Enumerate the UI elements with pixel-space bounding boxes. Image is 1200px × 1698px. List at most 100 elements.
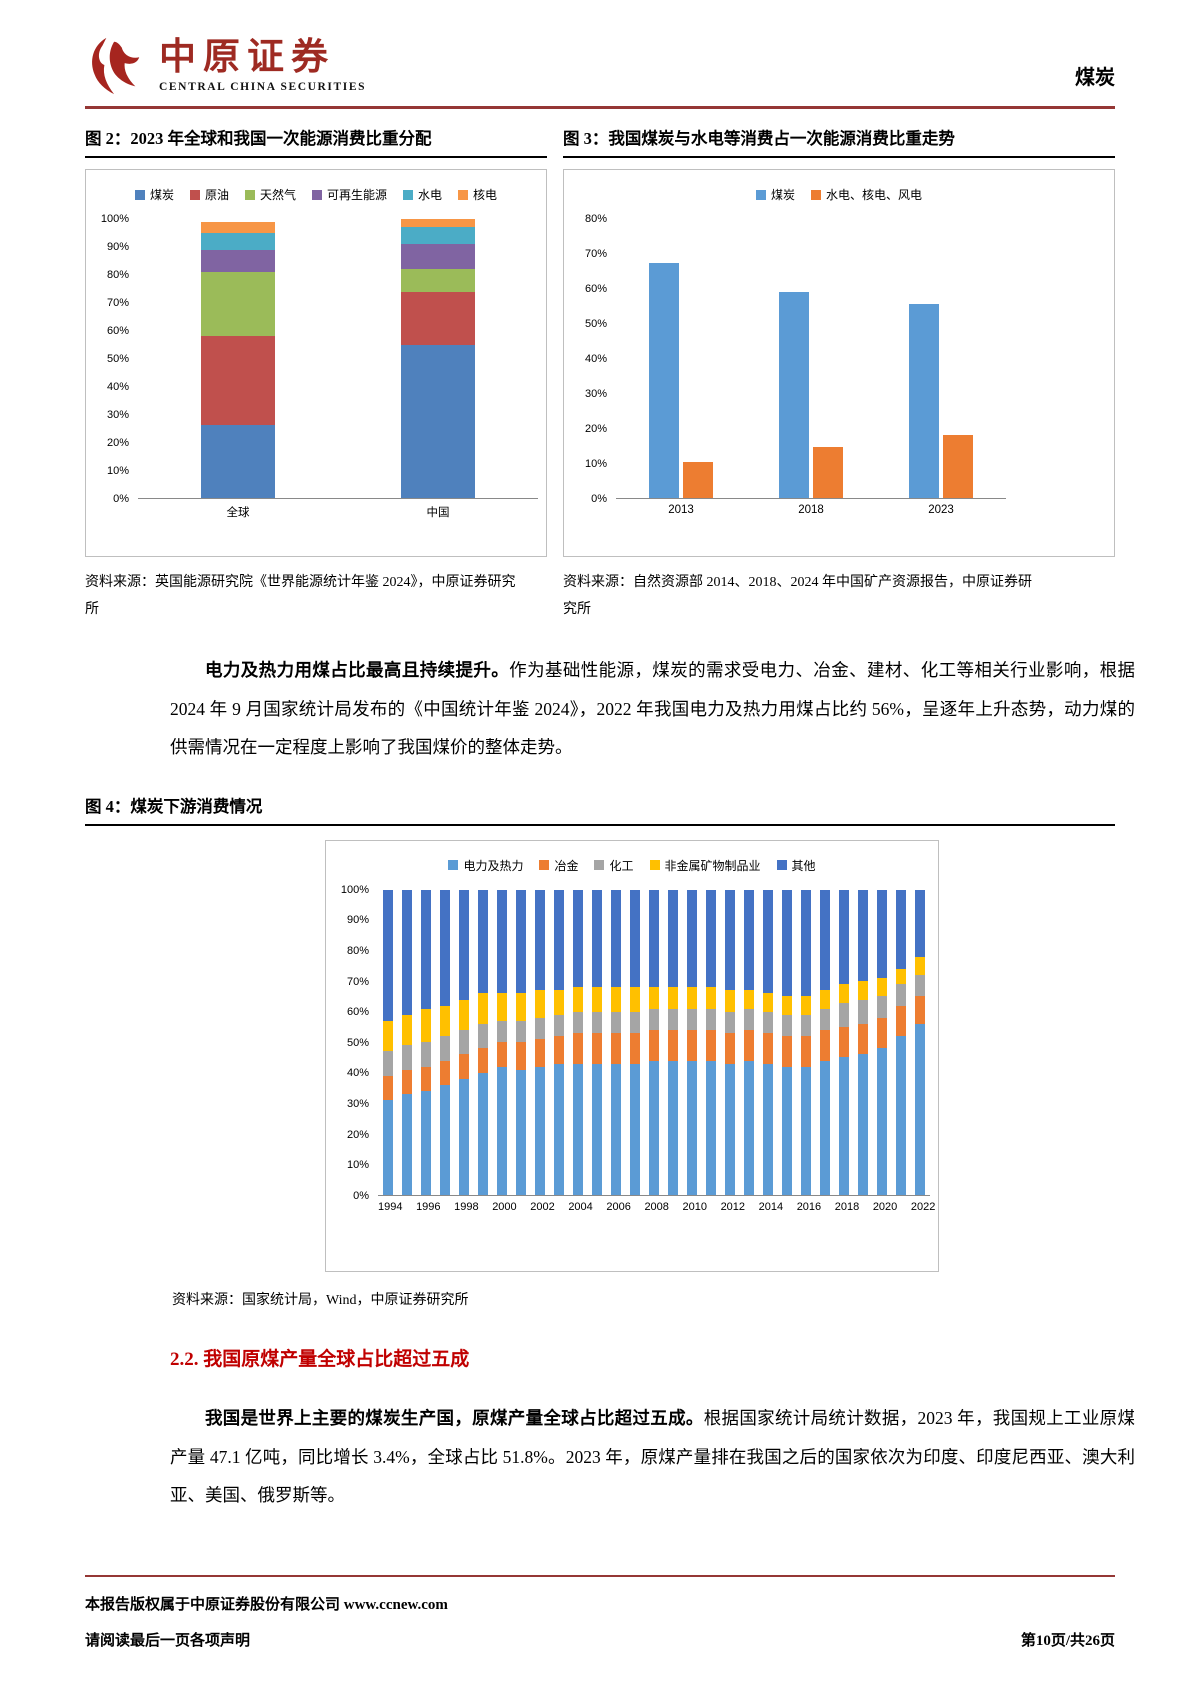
x-tick-label — [854, 1201, 873, 1213]
bar-segment — [591, 987, 602, 1012]
stacked-bar — [706, 889, 717, 1195]
bar-segment — [401, 889, 412, 1015]
bar-segment — [744, 1030, 755, 1061]
bar-segment — [382, 1051, 393, 1076]
stacked-bar — [629, 889, 640, 1195]
bar-segment — [782, 1014, 793, 1037]
bar-group — [587, 889, 606, 1195]
bar-segment — [420, 1091, 431, 1195]
x-tick-label — [511, 1201, 530, 1213]
bar — [779, 292, 809, 498]
legend-swatch — [244, 189, 255, 200]
bar-segment — [591, 889, 602, 988]
y-tick-label: 40% — [346, 1067, 369, 1080]
bar-segment — [687, 1030, 698, 1061]
stacked-bar — [744, 889, 755, 1195]
bar-segment — [201, 221, 275, 233]
bar-segment — [839, 1057, 850, 1195]
bar-segment — [401, 219, 475, 228]
bar-segment — [610, 1033, 621, 1064]
bar-group — [721, 889, 740, 1195]
x-axis: 2013 2018 2023 — [616, 504, 1006, 516]
x-tick-label — [587, 1201, 606, 1213]
bar-segment — [477, 1072, 488, 1195]
y-tick-label: 80% — [346, 944, 369, 957]
y-tick-label: 80% — [584, 213, 607, 225]
bar-group — [568, 889, 587, 1195]
y-tick-label: 40% — [106, 381, 129, 393]
x-tick-label: 2010 — [682, 1200, 707, 1213]
bar-group — [625, 889, 644, 1195]
bar-segment — [915, 956, 926, 976]
bar-segment — [572, 889, 583, 988]
bar-segment — [201, 425, 275, 498]
bar-segment — [706, 889, 717, 988]
x-tick-label: 全球 — [226, 507, 250, 519]
bar-segment — [496, 993, 507, 1021]
brand-name-cn: 中原证券 — [159, 37, 335, 79]
fig4-downstream-consumption-chart: 电力及热力 冶金 化工 非金属矿物制品业 其他 0% 10% 20% 30% 40% 50% 60%… — [334, 857, 936, 1213]
bar-segment — [439, 1036, 450, 1061]
bar-segment — [839, 889, 850, 985]
bar-segment — [610, 987, 621, 1012]
y-tick-label: 10% — [346, 1159, 369, 1172]
bar-segment — [763, 1063, 774, 1195]
bar-segment — [706, 1008, 717, 1030]
legend-label: 水电 — [418, 188, 443, 202]
x-tick-label: 2006 — [606, 1200, 631, 1213]
bar-segment — [858, 1023, 869, 1055]
bar-segment — [763, 1033, 774, 1064]
stacked-bar — [458, 889, 469, 1195]
y-tick-label: 50% — [346, 1036, 369, 1049]
y-tick-label: 70% — [106, 297, 129, 309]
bar-segment — [687, 987, 698, 1009]
bar-group — [397, 889, 416, 1195]
chart-plot-row: 0% 10% 20% 30% 40% 50% 60% 70% 80% 2013 2018 2023 — [572, 213, 1106, 516]
plot-column: 1994 1996 1998 2000 2002 2004 2006 2008 2010 2012… — [378, 889, 936, 1213]
stacked-bar — [667, 889, 678, 1195]
bar-segment — [553, 889, 564, 991]
bar-segment — [801, 889, 812, 997]
bar-segment — [401, 291, 475, 345]
brand-text: 中原证券 CENTRAL CHINA SECURITIES — [159, 37, 366, 93]
bar-segment — [706, 1030, 717, 1061]
stacked-bar — [572, 889, 583, 1195]
bar-segment — [648, 889, 659, 988]
y-tick-label: 30% — [346, 1097, 369, 1110]
paragraph-lead: 电力及热力用煤占比最高且持续提升。 — [205, 660, 510, 681]
bar-segment — [782, 1036, 793, 1067]
bar-segment — [667, 1060, 678, 1195]
x-tick-label: 2004 — [568, 1200, 593, 1213]
legend-item: 煤炭 — [755, 186, 795, 203]
bar-segment — [744, 1060, 755, 1195]
bar-segment — [496, 1042, 507, 1067]
x-tick-label: 2014 — [758, 1200, 784, 1213]
bar-segment — [591, 1033, 602, 1064]
legend-swatch — [189, 189, 200, 200]
bar-segment — [420, 1042, 431, 1067]
y-tick-label: 70% — [346, 975, 369, 988]
bar-segment — [534, 1039, 545, 1067]
bar-segment — [553, 1014, 564, 1037]
legend-item: 核电 — [458, 186, 497, 203]
bar-segment — [401, 1094, 412, 1195]
bar-segment — [877, 996, 888, 1018]
bar-group — [616, 219, 746, 498]
fig2-chart-box: 煤炭 原油 天然气 可再生能源 水电 核电 0% 10% 20% 30% 40% 50% 60% 70%… — [85, 169, 547, 557]
stacked-bar — [401, 219, 475, 498]
y-tick-label: 40% — [584, 353, 607, 365]
stacked-bar — [610, 889, 621, 1195]
bar-segment — [820, 1008, 831, 1030]
x-tick-label — [435, 1201, 454, 1213]
x-tick-label: 2000 — [492, 1200, 517, 1213]
bar-segment — [610, 889, 621, 988]
legend-label: 水电、核电、风电 — [826, 188, 923, 202]
bar-group — [816, 889, 835, 1195]
legend-swatch — [312, 189, 322, 200]
bar-segment — [629, 889, 640, 988]
bar-segment — [401, 244, 475, 270]
bar-segment — [477, 993, 488, 1024]
bar-segment — [896, 984, 907, 1006]
x-tick-label: 2022 — [910, 1200, 936, 1213]
y-axis: 0% 10% 20% 30% 40% 50% 60% 70% 80% 90% 100% — [94, 213, 138, 505]
